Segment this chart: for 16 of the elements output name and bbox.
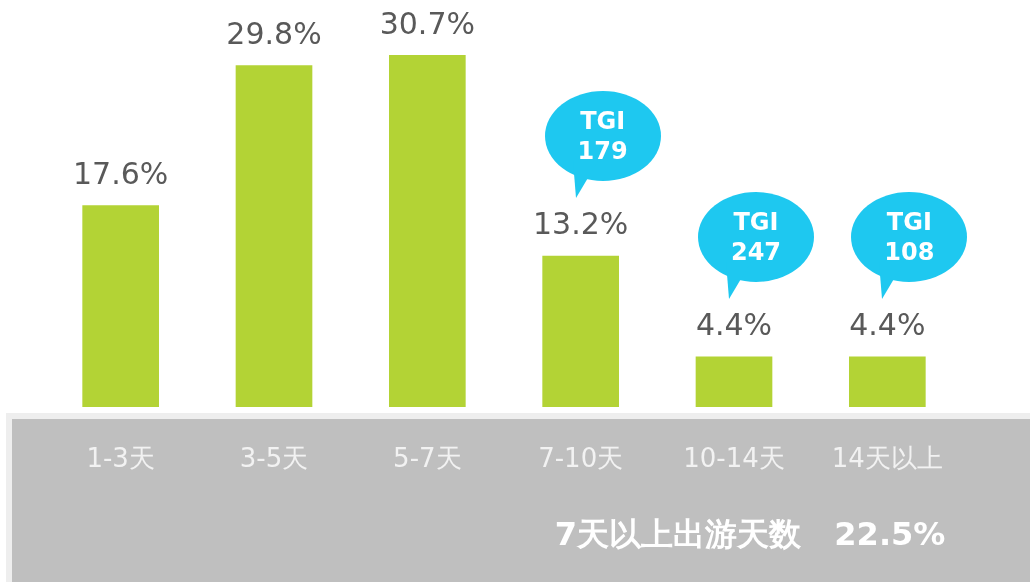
data-label: 17.6% <box>73 156 169 191</box>
bar <box>542 255 619 407</box>
data-label: 4.4% <box>695 307 773 343</box>
annotation: TGI 108 <box>883 206 936 267</box>
bar <box>235 65 313 407</box>
bar <box>389 55 466 407</box>
data-label: 29.8% <box>226 16 322 52</box>
data-label: 13.2% <box>533 206 629 242</box>
data-label: 4.4% <box>849 307 926 343</box>
bar <box>82 205 159 407</box>
bar <box>695 356 773 407</box>
bar <box>849 356 926 407</box>
text: 7天以上出游天数 22.5% <box>554 515 946 554</box>
annotation: TGI 247 <box>729 206 783 267</box>
data-label: 30.7% <box>379 5 475 41</box>
annotation: TGI 179 <box>576 105 629 166</box>
